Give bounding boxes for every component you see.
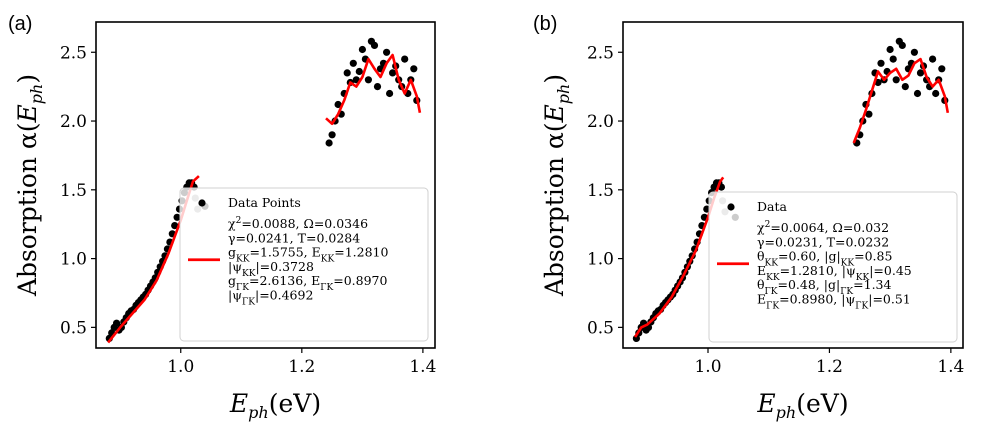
data-point	[358, 45, 366, 54]
data-point	[916, 69, 925, 77]
data-point	[383, 48, 391, 56]
data-point	[401, 55, 409, 63]
chart-panel-1: (a) 1.0 1.2 1.4 0.5 1.0 1.5 2.0 2.5 Eph(eV) Absorp…	[8, 13, 436, 422]
legend-box	[179, 187, 429, 342]
data-point	[886, 45, 894, 54]
y-tick-label: 1.0	[587, 250, 614, 270]
legend-label-data: Data Points	[228, 195, 301, 210]
legend-fit-text: |ψΓK|=0.4692	[228, 288, 313, 308]
legend-fit-text: χ2=0.0088, Ω=0.0346	[228, 216, 368, 231]
y-tick-label: 2.5	[60, 43, 87, 63]
x-tick-label: 1.0	[694, 357, 721, 377]
panel-label: (a)	[8, 13, 32, 35]
x-tick-label: 1.2	[816, 357, 843, 377]
legend-fit-text: γ=0.0231, T=0.0232	[757, 234, 889, 249]
y-tick-label: 2.5	[587, 43, 614, 63]
x-axis-label: Eph(eV)	[756, 389, 848, 422]
y-tick-label: 2.0	[587, 112, 614, 132]
x-tick-label: 1.4	[937, 357, 964, 377]
y-tick-label: 1.5	[60, 181, 87, 201]
legend-fit-text: γ=0.0241, T=0.0284	[228, 230, 360, 245]
legend-marker-data	[198, 199, 206, 207]
legend-label-data: Data	[757, 199, 787, 214]
data-point	[889, 55, 897, 63]
y-tick-label: 0.5	[587, 318, 614, 338]
data-point	[898, 41, 906, 50]
data-point	[901, 83, 909, 91]
legend-fit-text: θKK=0.60, |g|KK=0.85	[757, 249, 892, 269]
data-point	[113, 319, 121, 327]
data-point	[938, 65, 946, 73]
y-tick-label: 0.5	[60, 318, 87, 338]
fit-line	[325, 53, 422, 126]
data-point	[929, 55, 937, 63]
chart-panel-2: (b) 1.0 1.2 1.4 0.5 1.0 1.5 2.0 2.5 Eph(eV) Absorp…	[533, 13, 964, 422]
x-axis-label: Eph(eV)	[229, 389, 321, 422]
data-point	[334, 100, 342, 109]
data-point	[328, 131, 336, 139]
legend-fit-text: χ2=0.0064, Ω=0.032	[757, 220, 889, 235]
y-tick-label: 1.0	[60, 250, 87, 270]
data-point	[370, 41, 379, 50]
y-tick-label: 2.0	[60, 112, 87, 132]
legend-fit-text: EΓK=0.8980, |ψΓK|=0.51	[757, 292, 911, 312]
legend-fit-text: gKK=1.5755, EKK=1.2810	[228, 245, 388, 265]
legend-fit-text: gΓK=2.6136, EΓK=0.8970	[228, 273, 388, 293]
axes-frame	[95, 21, 436, 349]
legend-marker-data	[727, 203, 735, 211]
data-point	[865, 110, 873, 118]
data-point	[892, 76, 900, 84]
legend-fit-text: θΓK=0.48, |g|ΓK=1.34	[757, 277, 892, 297]
data-point	[349, 59, 357, 67]
x-tick-label: 1.2	[288, 357, 315, 377]
data-point	[364, 76, 372, 84]
data-point	[389, 69, 397, 77]
data-point	[355, 67, 363, 76]
data-point	[932, 89, 940, 98]
panel-label: (b)	[533, 13, 557, 35]
data-point	[910, 48, 919, 56]
y-tick-label: 1.5	[587, 181, 614, 201]
axes-frame	[622, 21, 964, 349]
x-tick-label: 1.0	[167, 357, 194, 377]
y-axis-label: Absorption α(Eph)	[13, 74, 46, 297]
y-axis-label: Absorption α(Eph)	[540, 74, 573, 297]
fit-line	[852, 57, 950, 144]
data-point	[373, 83, 382, 91]
legend-fit-text: |ψKK|=0.3728	[228, 259, 314, 279]
data-point	[173, 213, 181, 221]
x-tick-label: 1.4	[409, 357, 436, 377]
legend-fit-text: EKK=1.2810, |ψKK|=0.45	[757, 263, 912, 283]
data-point	[325, 139, 333, 147]
data-point	[410, 65, 418, 73]
data-point	[386, 89, 394, 98]
data-point	[913, 89, 922, 98]
data-point	[877, 59, 885, 67]
data-point	[171, 222, 179, 230]
legend-box	[708, 191, 958, 343]
data-point	[343, 69, 351, 77]
